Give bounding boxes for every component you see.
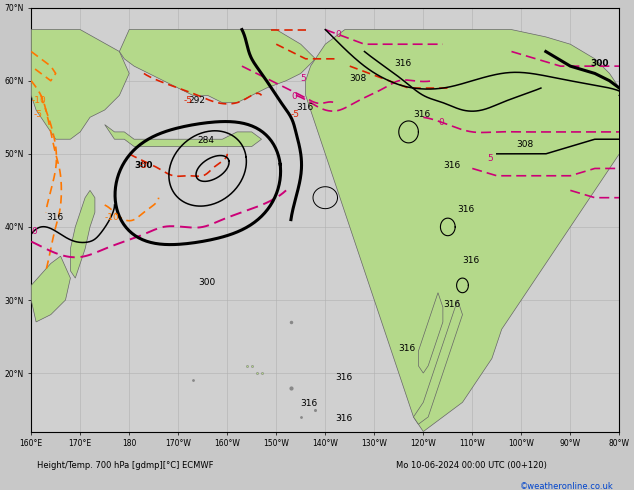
Polygon shape xyxy=(119,29,316,103)
Text: ©weatheronline.co.uk: ©weatheronline.co.uk xyxy=(520,483,614,490)
Text: Mo 10-06-2024 00:00 UTC (00+120): Mo 10-06-2024 00:00 UTC (00+120) xyxy=(396,461,547,470)
Text: -5: -5 xyxy=(183,96,192,105)
Text: 316: 316 xyxy=(301,399,318,408)
Text: -10: -10 xyxy=(105,213,119,221)
Text: 316: 316 xyxy=(335,414,353,422)
Polygon shape xyxy=(418,293,443,373)
Text: 308: 308 xyxy=(517,140,534,148)
Text: 0: 0 xyxy=(291,92,297,101)
Text: 300: 300 xyxy=(134,161,153,171)
Text: 316: 316 xyxy=(443,300,460,309)
Polygon shape xyxy=(413,300,462,424)
Text: Height/Temp. 700 hPa [gdmp][°C] ECMWF: Height/Temp. 700 hPa [gdmp][°C] ECMWF xyxy=(37,461,214,470)
Polygon shape xyxy=(31,256,70,322)
Polygon shape xyxy=(105,124,262,147)
Text: 300: 300 xyxy=(198,278,215,288)
Text: 316: 316 xyxy=(296,103,313,112)
Text: 316: 316 xyxy=(46,213,63,221)
Text: 292: 292 xyxy=(188,96,205,105)
Text: -5: -5 xyxy=(34,110,42,119)
Text: 316: 316 xyxy=(458,205,475,214)
Polygon shape xyxy=(306,29,619,432)
Text: 0: 0 xyxy=(335,30,341,39)
Text: 284: 284 xyxy=(198,136,215,145)
Text: -5: -5 xyxy=(139,161,148,171)
Text: 300: 300 xyxy=(590,59,609,68)
Text: 316: 316 xyxy=(462,256,480,266)
Text: 316: 316 xyxy=(399,344,416,353)
Polygon shape xyxy=(70,191,95,278)
Text: 316: 316 xyxy=(413,110,430,119)
Text: 5: 5 xyxy=(301,74,306,83)
Text: 5: 5 xyxy=(487,154,493,163)
Text: 308: 308 xyxy=(350,74,367,83)
Text: 316: 316 xyxy=(335,373,353,382)
Text: 0: 0 xyxy=(438,118,444,126)
Polygon shape xyxy=(31,29,129,139)
Text: 316: 316 xyxy=(394,59,411,68)
Text: 0: 0 xyxy=(31,227,37,236)
Text: 316: 316 xyxy=(443,161,460,171)
Text: -10: -10 xyxy=(31,96,46,105)
Text: -5: -5 xyxy=(291,110,300,119)
